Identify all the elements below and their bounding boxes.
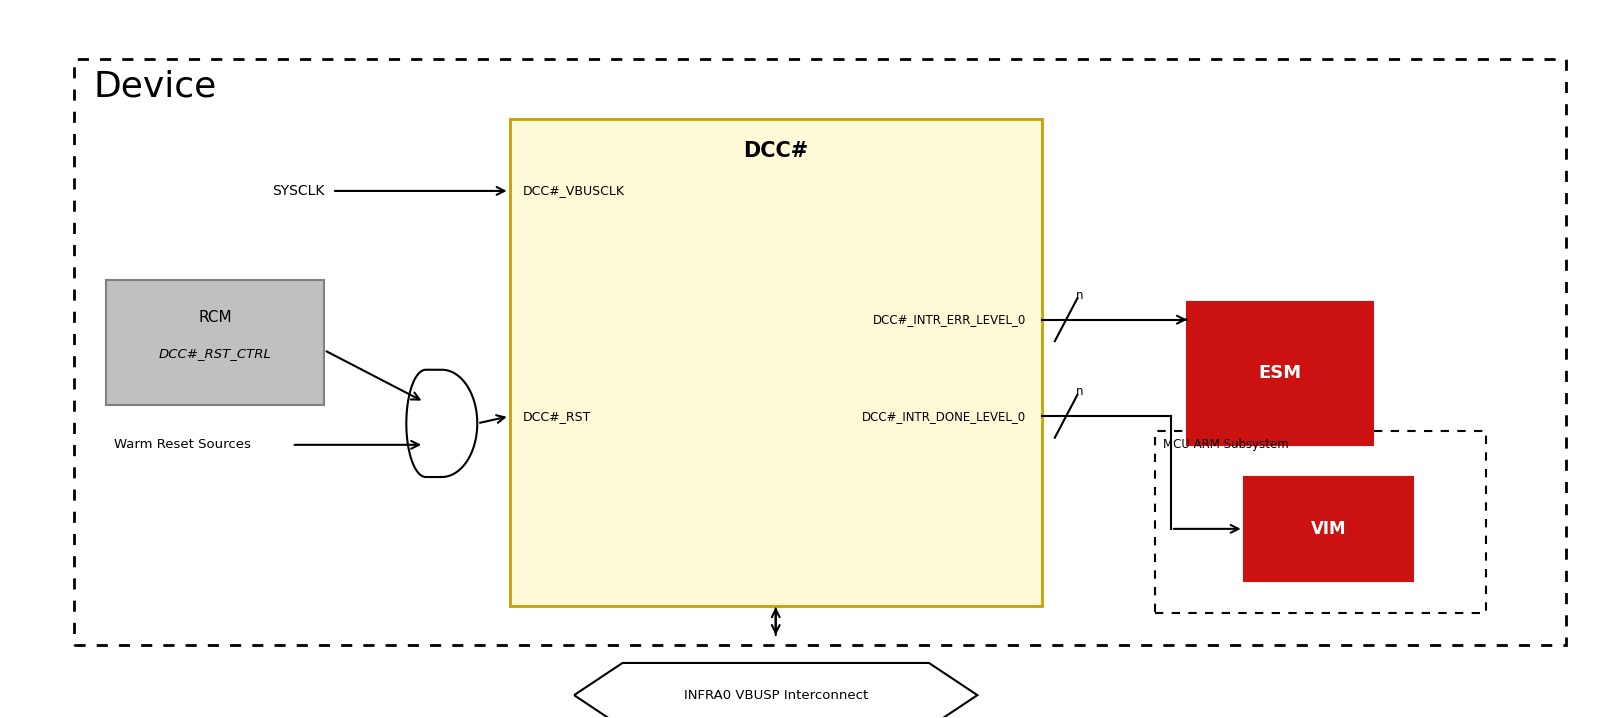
- Text: MCU ARM Subsystem: MCU ARM Subsystem: [1164, 438, 1288, 451]
- Text: INFRA0 VBUSP Interconnect: INFRA0 VBUSP Interconnect: [684, 689, 868, 701]
- Bar: [509, 119, 1042, 606]
- Bar: [1155, 431, 1485, 613]
- Text: DCC#_INTR_ERR_LEVEL_0: DCC#_INTR_ERR_LEVEL_0: [873, 313, 1026, 326]
- Text: DCC#_RST_CTRL: DCC#_RST_CTRL: [158, 347, 271, 360]
- Text: n: n: [1076, 289, 1083, 302]
- Bar: [1244, 477, 1412, 581]
- Text: SYSCLK: SYSCLK: [271, 184, 325, 198]
- Text: VIM: VIM: [1311, 520, 1346, 538]
- Bar: [1188, 302, 1372, 445]
- Text: RCM: RCM: [199, 310, 233, 325]
- Text: Device: Device: [94, 70, 217, 103]
- Text: n: n: [1076, 386, 1083, 398]
- Bar: [107, 280, 325, 406]
- Bar: [74, 59, 1566, 645]
- Text: DCC#_INTR_DONE_LEVEL_0: DCC#_INTR_DONE_LEVEL_0: [861, 410, 1026, 423]
- Text: ESM: ESM: [1259, 364, 1301, 382]
- Text: DCC#_VBUSCLK: DCC#_VBUSCLK: [522, 185, 624, 197]
- Text: DCC#: DCC#: [743, 141, 808, 161]
- Text: DCC#_RST: DCC#_RST: [522, 410, 591, 423]
- Text: Warm Reset Sources: Warm Reset Sources: [115, 438, 250, 452]
